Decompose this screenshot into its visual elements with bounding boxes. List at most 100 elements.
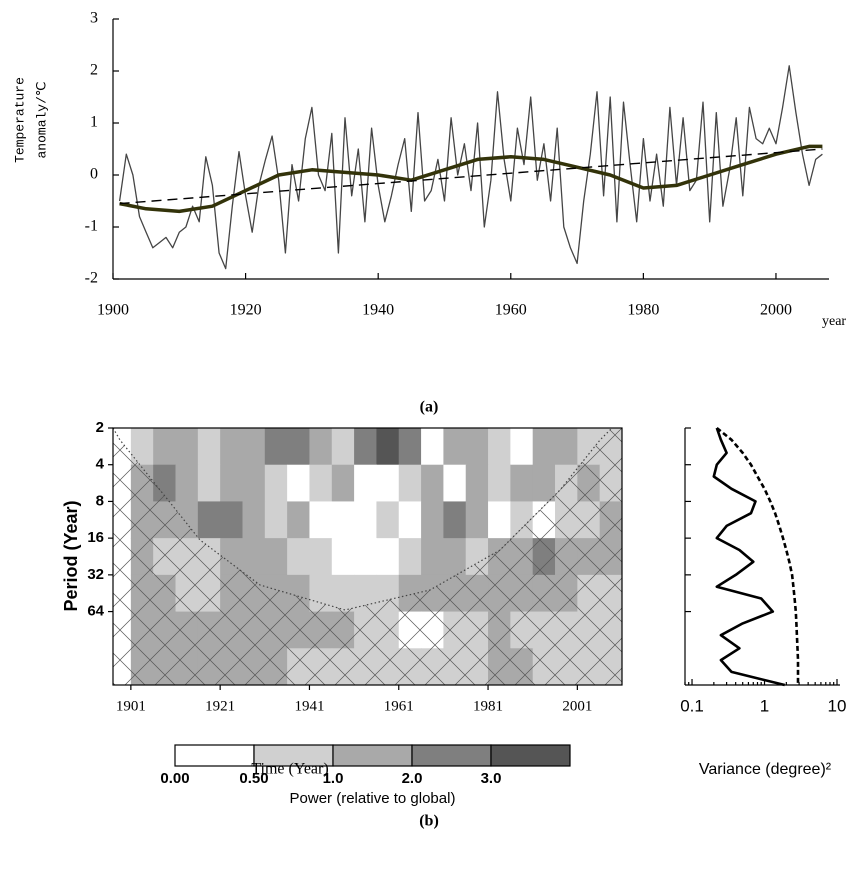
x-tick-label: 1940 [362,302,394,319]
coi-line [113,428,613,611]
power-cell [488,501,511,539]
power-cell [309,428,333,466]
spectrum-line [712,427,786,687]
x-tick-label: 1961 [384,698,414,714]
y-tick-label: 0 [90,166,98,183]
y-tick-label: 2 [96,419,104,436]
power-cell [197,501,221,539]
power-cell [510,428,534,466]
power-cell [287,464,310,502]
power-cell [354,501,377,539]
power-cell [309,464,333,502]
x-tick-label: 2000 [760,302,792,319]
colorbar-box [490,744,571,767]
x-tick-label: 1981 [473,698,503,714]
colorbar-tick-label: 2.0 [402,770,423,787]
power-cell [331,464,355,502]
y-tick-label: 64 [87,603,104,620]
power-cell [242,464,266,502]
hatch-region [113,428,622,685]
power-cell [130,428,154,466]
power-cell [287,538,310,576]
anomaly-line [118,65,823,270]
power-cell [331,428,355,466]
x-tick-label: 1960 [495,302,527,319]
colorbar-box [332,744,413,767]
power-cell [354,428,377,466]
x-axis-label: year [822,314,846,329]
power-cell [197,428,221,466]
colorbar-label: Power (relative to global) [290,790,456,807]
power-cell [287,501,310,539]
power-cell [376,428,400,466]
power-cell [510,464,534,502]
power-cell [331,501,355,539]
power-cell [264,464,288,502]
power-cell [421,428,444,466]
power-cell [465,464,489,502]
power-cell [465,501,489,539]
colorbar-tick-label: 3.0 [481,770,502,787]
colorbar-box [411,744,492,767]
x-tick-label: 1901 [116,698,146,714]
cone-of-influence [113,428,622,685]
x-tick-label: 1920 [230,302,262,319]
power-cell [354,464,377,502]
power-cell [376,464,400,502]
y-tick-label: 3 [90,10,98,27]
power-cell [153,428,177,466]
power-cell [443,464,467,502]
power-cell [175,464,199,502]
power-cell [376,501,400,539]
x-tick-label: 1980 [627,302,659,319]
x-tick-label: 1921 [205,698,235,714]
power-cell [264,428,288,466]
x-tick-label: 10 [828,696,847,715]
power-cell [354,574,377,613]
power-cell [376,538,400,576]
x-tick-label: 2001 [562,698,592,714]
power-cell [220,464,243,502]
anomaly-line [119,148,823,205]
y-tick-label: 8 [96,492,104,509]
x-tick-label: 1 [760,696,769,715]
power-cell [421,501,444,539]
colorbar-tick-label: 0.00 [160,770,189,787]
power-cell [264,538,288,576]
y-axis-label: Period (Year) [61,500,81,611]
power-cell [421,464,444,502]
power-cell [398,464,422,502]
power-cell [242,428,266,466]
colorbar-tick-label: 1.0 [323,770,344,787]
power-cell [532,464,556,502]
y-tick-label: -2 [85,270,98,287]
power-cell [398,428,422,466]
y-tick-label: 1 [90,114,98,131]
power-cell [309,501,333,539]
power-cell [488,464,511,502]
x-tick-label: 1900 [97,302,129,319]
power-cell [488,428,511,466]
x-axis-label: Variance (degree)² [699,761,832,778]
plot-frame [112,427,623,686]
power-cell [443,428,467,466]
spectrum-line [715,426,800,685]
power-cell [398,501,422,539]
power-cell [555,428,578,466]
caption: (b) [419,813,439,830]
power-cell [465,428,489,466]
power-cell [398,538,422,576]
colorbar-box [174,744,255,767]
power-cell [242,501,266,539]
y-axis-label: Temperature [12,77,27,163]
y-axis-label: anomaly/℃ [34,81,49,158]
power-cell [264,501,288,539]
power-cell [220,501,243,539]
power-cell [331,538,355,576]
power-cell [197,464,221,502]
power-cell [331,574,355,613]
power-cell [220,428,243,466]
power-cell [443,538,467,576]
